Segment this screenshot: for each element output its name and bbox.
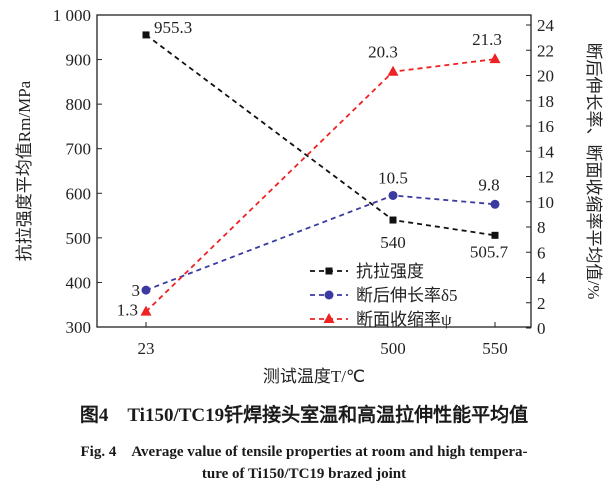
data-label-2-2: 21.3	[472, 30, 502, 49]
x-tick-label: 500	[380, 339, 406, 358]
data-label-0-0: 955.3	[154, 18, 192, 37]
legend-label-1: 断后伸长率δ5	[356, 286, 458, 305]
legend-marker-2	[323, 313, 335, 323]
left-tick-label: 1 000	[53, 6, 91, 25]
data-point-1-1	[388, 190, 398, 200]
legend-marker-0	[325, 267, 333, 275]
right-tick-label: 20	[537, 67, 554, 86]
data-point-0-0	[142, 31, 150, 39]
x-tick-label: 23	[138, 339, 155, 358]
series-line-0	[145, 34, 496, 237]
right-axis-label: 断后伸长率、断面收缩率平均值/%	[584, 43, 603, 300]
data-label-1-1: 10.5	[378, 168, 408, 187]
right-tick-label: 10	[537, 193, 554, 212]
left-tick-label: 500	[66, 229, 92, 248]
legend-label-0: 抗拉强度	[356, 262, 424, 281]
left-axis-label: 抗拉强度平均值Rm/MPa	[15, 80, 34, 261]
left-tick-label: 600	[66, 184, 92, 203]
right-tick-label: 22	[537, 41, 554, 60]
left-tick-label: 900	[66, 51, 92, 70]
right-tick-label: 12	[537, 168, 554, 187]
series-line-1	[145, 194, 496, 291]
right-tick-label: 18	[537, 92, 554, 111]
data-point-1-0	[141, 285, 151, 295]
series-line-2	[145, 58, 496, 313]
data-point-2-2	[489, 53, 501, 64]
data-point-2-1	[387, 65, 399, 76]
data-point-0-1	[389, 216, 397, 224]
data-label-1-0: 3	[132, 281, 141, 300]
right-tick-label: 24	[537, 16, 555, 35]
x-tick-label: 550	[482, 339, 508, 358]
data-point-0-2	[491, 231, 499, 239]
data-label-1-2: 9.8	[478, 175, 499, 194]
right-tick-label: 8	[537, 218, 546, 237]
figure-caption-cn: 图4 Ti150/TC19钎焊接头室温和高温拉伸性能平均值	[79, 405, 529, 426]
right-tick-label: 2	[537, 294, 546, 313]
right-tick-label: 14	[537, 142, 555, 161]
data-point-2-0	[140, 305, 152, 316]
data-point-1-2	[490, 199, 500, 209]
figure-caption-en-line1: Fig. 4 Average value of tensile properti…	[80, 444, 528, 460]
x-axis-label: 测试温度T/℃	[263, 367, 365, 386]
legend-label-2: 断面收缩率ψ	[356, 310, 452, 329]
left-tick-label: 700	[66, 140, 92, 159]
right-tick-label: 0	[537, 319, 546, 338]
plot-frame	[96, 14, 532, 328]
left-tick-label: 300	[66, 318, 92, 337]
right-tick-label: 16	[537, 117, 554, 136]
data-label-0-1: 540	[380, 233, 406, 252]
figure-caption-en-line2: ture of Ti150/TC19 brazed joint	[201, 466, 407, 482]
right-tick-label: 4	[537, 269, 546, 288]
data-label-2-1: 20.3	[368, 43, 398, 62]
data-label-0-2: 505.7	[470, 242, 509, 261]
right-tick-label: 6	[537, 243, 546, 262]
data-label-2-0: 1.3	[117, 301, 138, 320]
left-tick-label: 400	[66, 273, 92, 292]
left-tick-label: 800	[66, 95, 92, 114]
legend-marker-1	[324, 290, 334, 300]
